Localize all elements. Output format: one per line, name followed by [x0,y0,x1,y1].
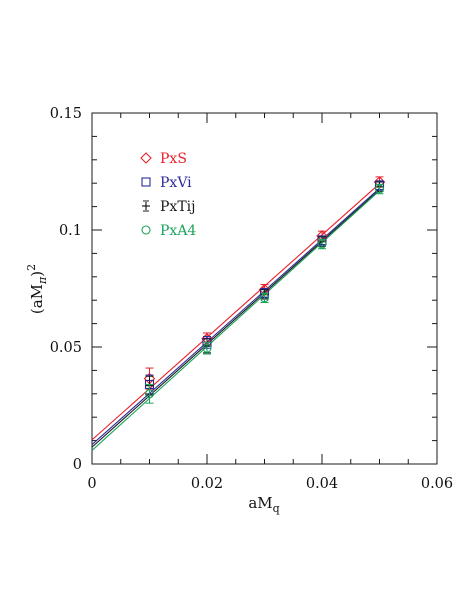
legend-label: PxA4 [160,223,196,239]
circle-marker [141,225,151,235]
x-tick-label: 0.04 [306,476,338,492]
legend-label: PxVi [160,175,192,191]
data-points [143,176,386,404]
x-tick-label: 0 [87,476,96,492]
y-axis-title-sup: 2 [25,264,38,271]
y-tick-label: 0.05 [50,340,82,356]
y-tick-label: 0 [73,457,82,473]
y-axis-title-tail: ) [28,271,46,277]
circle-marker [374,184,385,194]
fit-line [91,190,380,451]
legend-label: PxTij [160,199,195,215]
y-axis-title-main: (aM [28,284,46,314]
x-axis-title: aMq [248,494,279,515]
axis-ticks: 0 0.02 0.04 0.06 0 0.05 0.1 0.15 [50,106,453,492]
diamond-marker [140,152,152,164]
x-tick-label: 0.02 [191,476,223,492]
y-axis-title-sub: π [36,276,49,285]
circle-marker [144,389,155,399]
fit-line [91,183,380,441]
fit-line [91,189,380,448]
square-marker [141,177,151,187]
fit-line [91,187,380,445]
legend: PxS PxVi PxTij PxA4 [140,151,196,239]
x-tick-label: 0.06 [421,476,453,492]
circle-marker [202,343,212,353]
x-axis-title-main: aM [248,494,272,512]
fit-lines [91,183,380,451]
y-axis-title: (aMπ)2 [25,264,49,314]
circle-marker [317,239,327,249]
circle-marker [259,293,270,303]
y-tick-label: 0.1 [59,223,82,239]
x-axis-title-sub: q [273,502,280,515]
legend-label: PxS [160,151,187,167]
y-tick-label: 0.15 [50,106,82,122]
